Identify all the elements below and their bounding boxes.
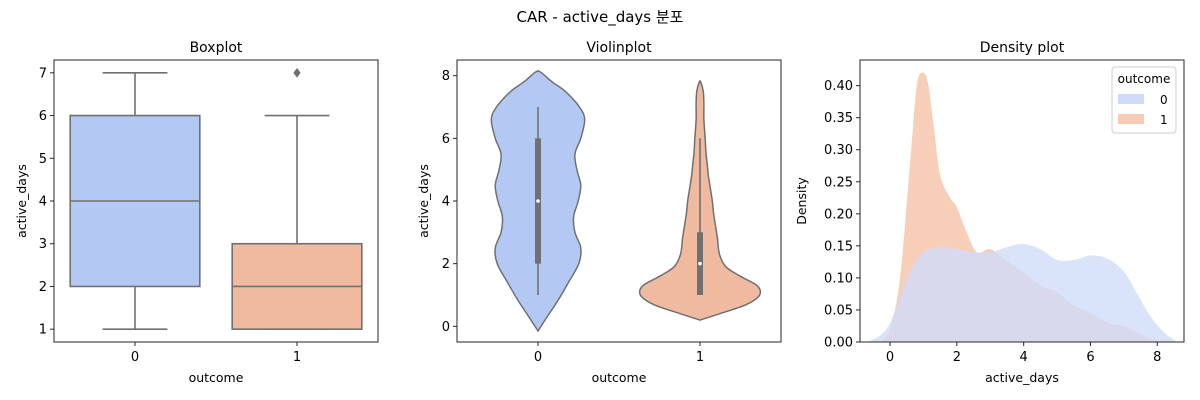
violinplot-y-label: active_days xyxy=(416,164,431,238)
y-tick-label: 0.15 xyxy=(824,239,853,254)
y-tick-label: 0.05 xyxy=(824,303,853,318)
y-tick-label: 0.10 xyxy=(824,271,853,286)
box-outlier xyxy=(293,68,301,78)
y-tick-label: 6 xyxy=(39,109,47,124)
boxplot-y-label: active_days xyxy=(14,164,29,238)
x-tick-label: 0 xyxy=(131,350,139,365)
y-tick-label: 5 xyxy=(39,152,47,167)
density-legend: outcome 0 1 xyxy=(1111,66,1177,134)
x-tick-label: 0 xyxy=(886,350,894,365)
density-x-ticks: 0 2 4 6 8 xyxy=(886,342,1161,365)
violinplot-marks xyxy=(490,70,762,333)
figure-title: CAR - active_days 분포 xyxy=(517,8,684,27)
density-panel: Density plot 0.00 0.05 0.10 0.15 0.20 0.25 0.3… xyxy=(794,40,1185,385)
x-tick-label: 1 xyxy=(696,350,704,365)
density-marks xyxy=(866,72,1178,343)
density-x-label: active_days xyxy=(985,370,1059,385)
violinplot-x-label: outcome xyxy=(592,370,647,385)
y-tick-label: 0.30 xyxy=(824,143,853,158)
y-tick-label: 2 xyxy=(39,280,47,295)
legend-label-1: 1 xyxy=(1160,113,1168,127)
density-area-0 xyxy=(866,243,1178,342)
violinplot-title: Violinplot xyxy=(586,40,652,56)
boxplot-frame xyxy=(53,59,379,343)
boxplot-marks xyxy=(69,68,363,330)
y-tick-label: 6 xyxy=(442,132,450,147)
y-tick-label: 7 xyxy=(39,66,47,81)
boxplot-x-label: outcome xyxy=(189,370,244,385)
legend-swatch-0 xyxy=(1118,94,1144,104)
y-tick-label: 0.40 xyxy=(824,79,853,94)
y-tick-label: 0.20 xyxy=(824,207,853,222)
y-tick-label: 0.25 xyxy=(824,175,853,190)
y-tick-label: 4 xyxy=(442,195,450,210)
x-tick-label: 8 xyxy=(1153,350,1161,365)
legend-label-0: 0 xyxy=(1160,93,1168,107)
violin-median-dot xyxy=(536,199,540,203)
x-tick-label: 2 xyxy=(953,350,961,365)
boxplot-y-ticks: 1 2 3 4 5 6 7 xyxy=(39,66,54,338)
y-tick-label: 2 xyxy=(442,257,450,272)
density-y-label: Density xyxy=(794,177,809,225)
x-tick-label: 0 xyxy=(534,350,542,365)
boxplot-title: Boxplot xyxy=(190,40,243,56)
y-tick-label: 8 xyxy=(442,69,450,84)
x-tick-label: 1 xyxy=(293,350,301,365)
density-y-ticks: 0.00 0.05 0.10 0.15 0.20 0.25 0.30 0.35 0.40 xyxy=(824,79,860,351)
violinplot-y-ticks: 0 2 4 6 8 xyxy=(442,69,457,335)
legend-title: outcome xyxy=(1118,72,1171,86)
y-tick-label: 3 xyxy=(39,237,47,252)
density-frame xyxy=(859,59,1185,343)
violin-median-dot xyxy=(698,261,702,266)
y-tick-label: 1 xyxy=(39,323,47,338)
y-tick-label: 4 xyxy=(39,195,47,210)
y-tick-label: 0 xyxy=(442,320,450,335)
legend-swatch-1 xyxy=(1118,114,1144,124)
x-tick-label: 6 xyxy=(1086,350,1094,365)
density-title: Density plot xyxy=(980,40,1065,56)
y-tick-label: 0.35 xyxy=(824,111,853,126)
x-tick-label: 4 xyxy=(1020,350,1028,365)
y-tick-label: 0.00 xyxy=(824,336,853,351)
violinplot-frame xyxy=(456,59,782,343)
